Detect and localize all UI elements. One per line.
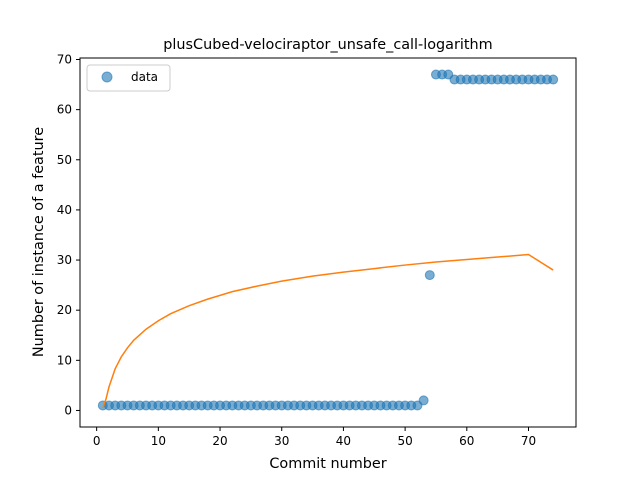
y-tick-label: 10 — [57, 353, 72, 367]
data-point — [548, 74, 559, 85]
legend-marker-data — [101, 71, 113, 83]
x-tick-label: 10 — [151, 434, 166, 448]
x-axis: 0 10 20 30 40 50 60 70 — [93, 427, 536, 448]
legend-box — [86, 64, 171, 92]
x-tick-label: 30 — [274, 434, 289, 448]
fit-line — [102, 253, 554, 409]
chart-title: plusCubed-velociraptor_unsafe_call-logar… — [163, 37, 492, 53]
y-tick-label: 50 — [57, 153, 72, 167]
data-point — [418, 395, 429, 406]
y-tick-label: 20 — [57, 303, 72, 317]
y-tick-label: 70 — [57, 53, 72, 67]
y-tick-label: 60 — [57, 103, 72, 117]
x-tick-label: 60 — [459, 434, 474, 448]
y-axis: 0 10 20 30 40 50 60 70 — [57, 53, 80, 417]
x-axis-label: Commit number — [269, 456, 386, 472]
x-tick-label: 0 — [93, 434, 101, 448]
data-marks — [97, 69, 559, 411]
data-point — [424, 270, 435, 281]
y-tick-label: 40 — [57, 203, 72, 217]
x-tick-label: 70 — [521, 434, 536, 448]
x-tick-label: 20 — [212, 434, 227, 448]
legend-label-data: data — [131, 70, 158, 84]
x-tick-label: 50 — [397, 434, 412, 448]
legend: data — [86, 64, 171, 92]
plot-frame — [79, 57, 577, 428]
y-tick-label: 30 — [57, 253, 72, 267]
x-tick-label: 40 — [336, 434, 351, 448]
y-axis-label: Number of instance of a feature — [31, 127, 47, 357]
y-tick-label: 0 — [64, 403, 72, 417]
